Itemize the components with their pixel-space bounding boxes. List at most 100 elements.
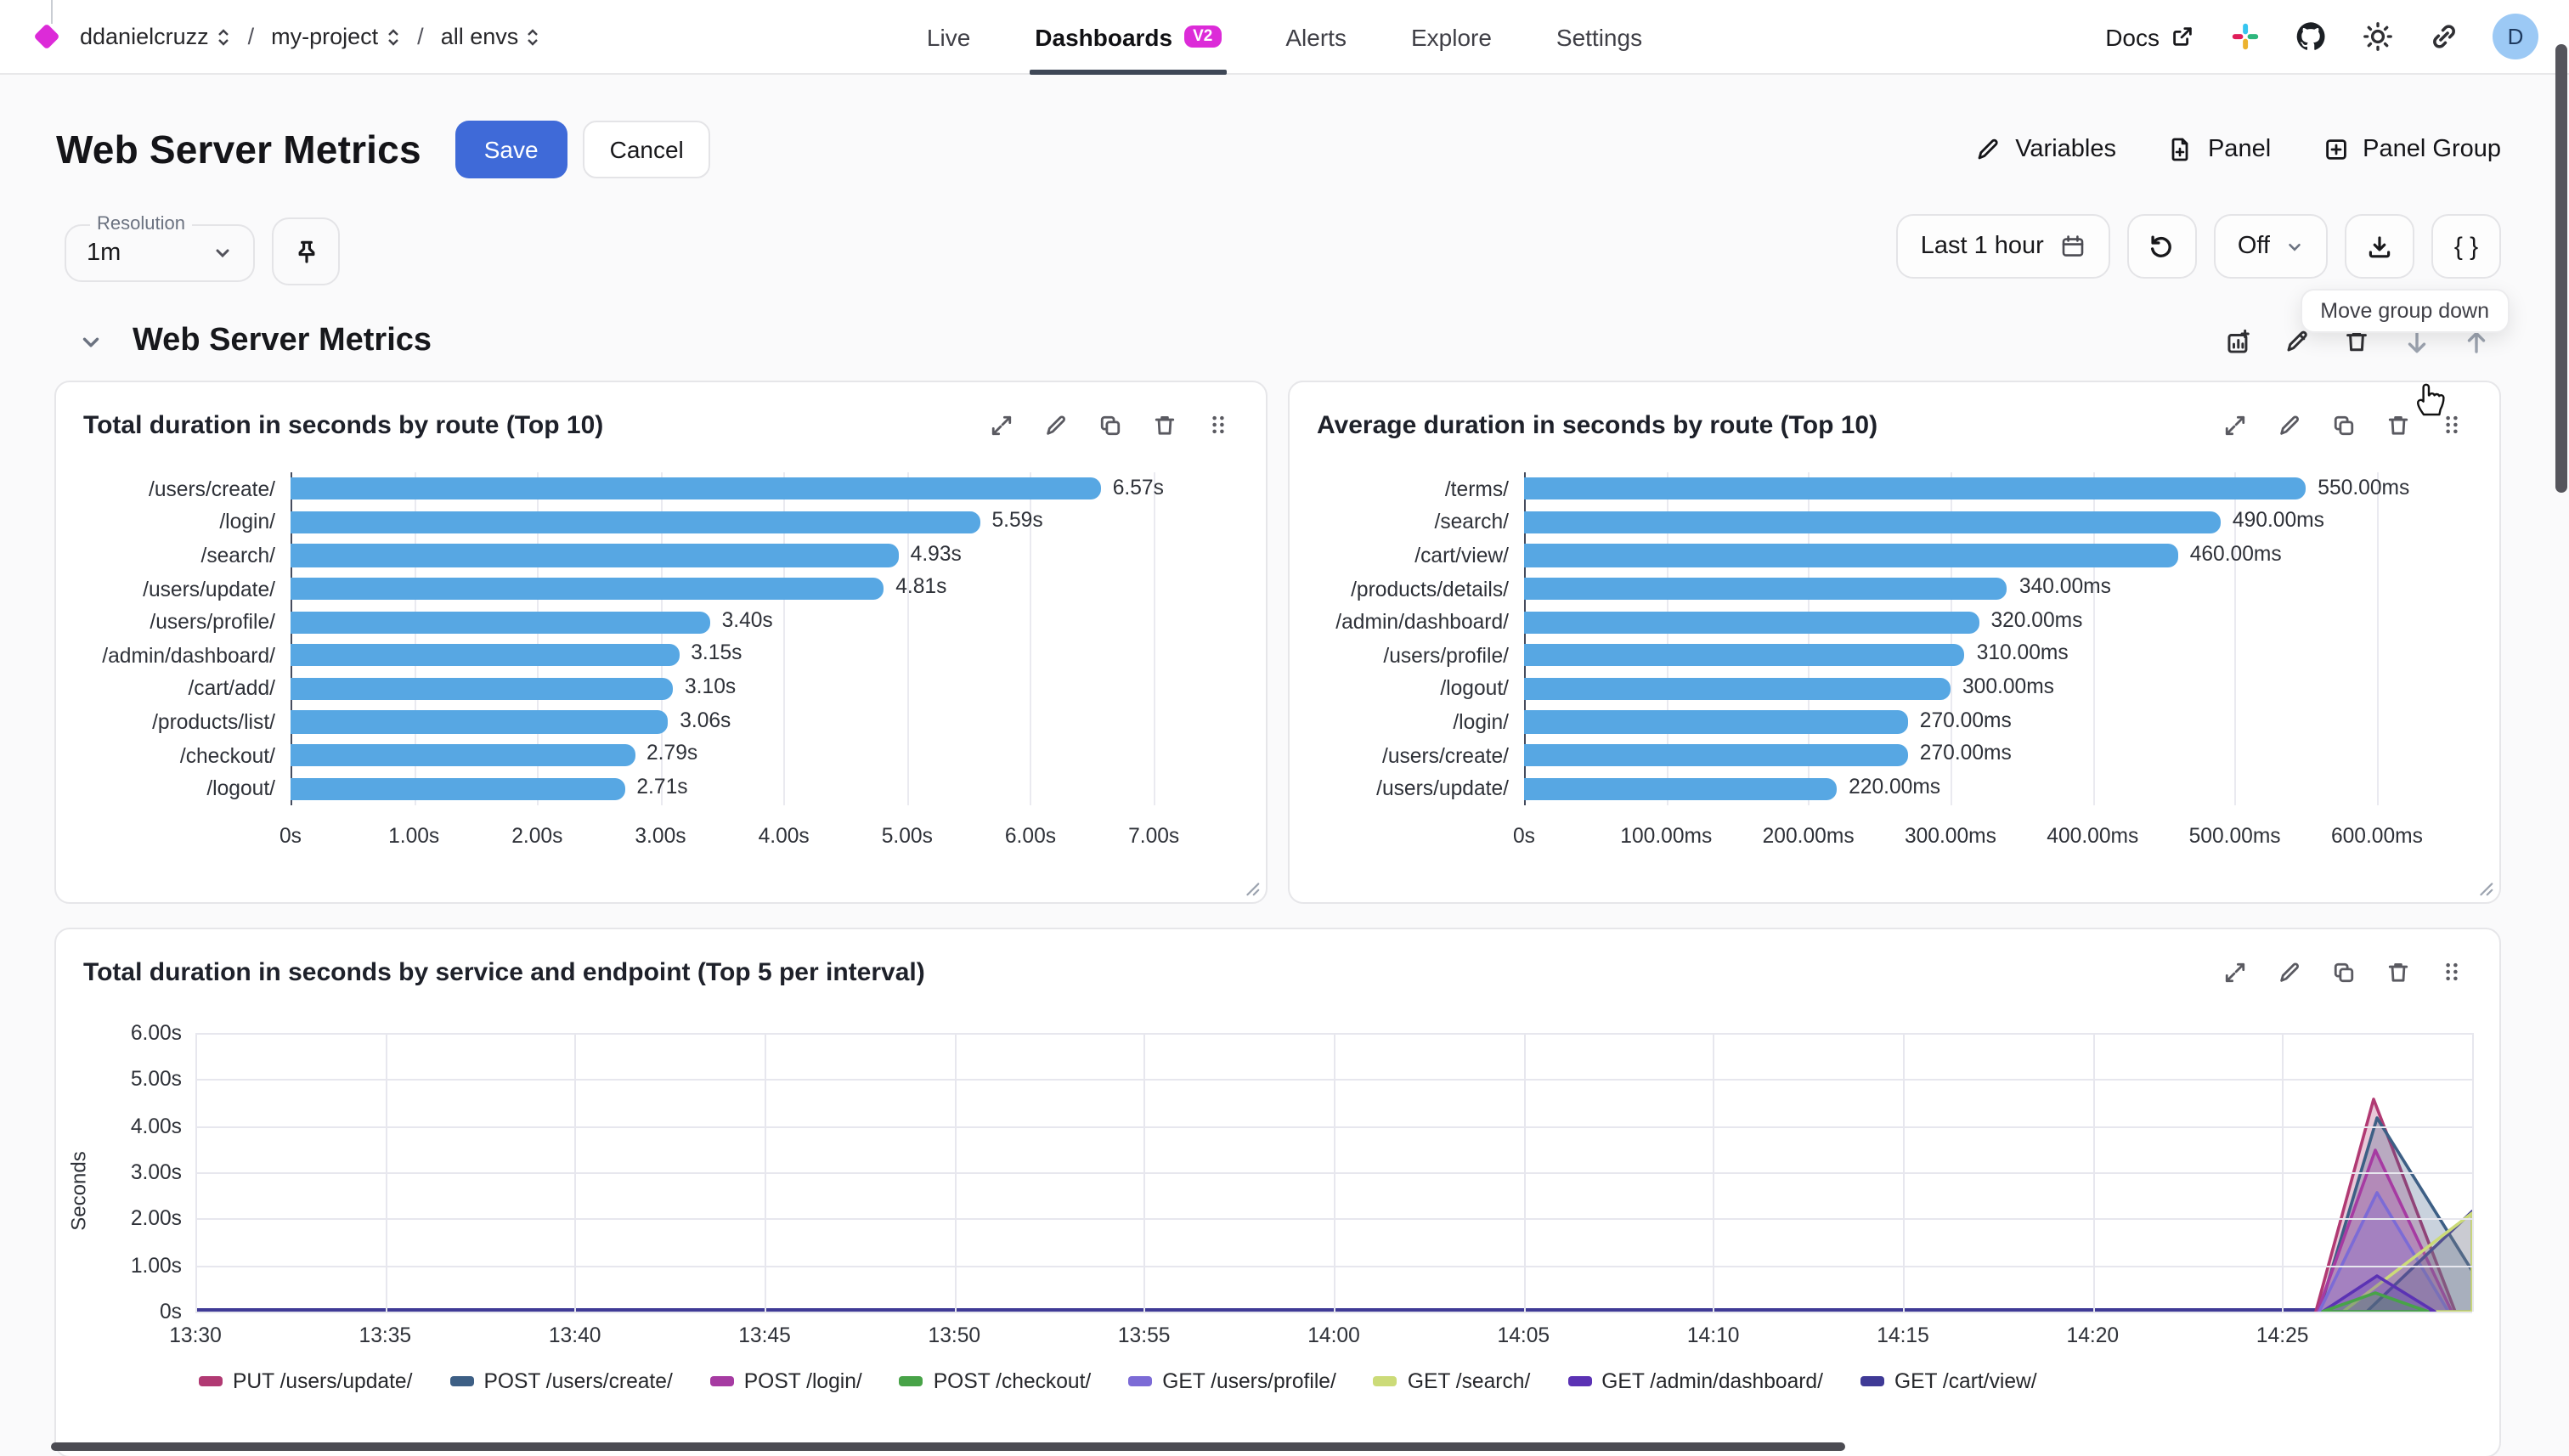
x-axis-tick: 14:00 [1307, 1323, 1360, 1347]
bar[interactable] [1524, 777, 1838, 800]
legend-item[interactable]: GET /search/ [1373, 1369, 1530, 1393]
bar[interactable] [291, 477, 1101, 500]
gridline [2376, 472, 2379, 805]
drag-handle-icon[interactable] [2431, 404, 2472, 445]
bar[interactable] [291, 743, 635, 767]
edit-panel-icon[interactable] [2268, 951, 2309, 992]
add-chart-icon[interactable] [2216, 319, 2260, 364]
bar[interactable] [291, 511, 980, 533]
bar[interactable] [291, 677, 673, 700]
variables-button[interactable]: Variables [1974, 136, 2116, 163]
cancel-button[interactable]: Cancel [582, 121, 711, 178]
nav-tab-alerts[interactable]: Alerts [1285, 23, 1347, 50]
resize-handle[interactable] [2476, 878, 2494, 897]
gridline [414, 472, 416, 805]
y-axis-tick: 0s [160, 1300, 182, 1323]
category-label: /users/update/ [143, 577, 275, 601]
bar[interactable] [291, 710, 669, 734]
add-panel-button[interactable]: Panel [2167, 136, 2271, 163]
breadcrumb-org-selector[interactable]: ddanielcruzz [80, 24, 231, 49]
bar-track: 3.06s [291, 705, 1222, 738]
edit-group-icon[interactable] [2275, 319, 2319, 364]
nav-tab-dashboards[interactable]: Dashboards V2 [1030, 0, 1226, 74]
json-code-button[interactable]: { } [2431, 214, 2501, 279]
drag-handle-icon[interactable] [1198, 404, 1239, 445]
pin-button[interactable] [272, 217, 340, 285]
bar[interactable] [291, 577, 884, 601]
caret-sort-icon [217, 28, 229, 45]
category-label: /logout/ [206, 776, 275, 801]
bar[interactable] [1524, 544, 2178, 567]
add-panel-group-button[interactable]: Panel Group [2322, 136, 2501, 163]
bar[interactable] [1524, 677, 1951, 700]
legend-item[interactable]: GET /cart/view/ [1860, 1369, 2037, 1393]
legend-item[interactable]: PUT /users/update/ [199, 1369, 412, 1393]
expand-panel-icon[interactable] [2214, 404, 2255, 445]
bar[interactable] [1524, 477, 2306, 500]
refresh-button[interactable] [2126, 214, 2197, 279]
slack-icon[interactable] [2227, 20, 2261, 54]
bar[interactable] [1524, 511, 2221, 533]
collapse-chevron-icon[interactable] [78, 329, 104, 354]
move-group-down-icon[interactable] [2394, 319, 2438, 364]
delete-panel-icon[interactable] [2377, 951, 2418, 992]
drag-handle-icon[interactable] [2431, 951, 2472, 992]
theme-toggle-sun-icon[interactable] [2360, 20, 2394, 54]
legend-item[interactable]: POST /login/ [709, 1369, 862, 1393]
y-axis-tick: 2.00s [130, 1206, 182, 1231]
expand-panel-icon[interactable] [2214, 951, 2255, 992]
plot-area[interactable] [195, 1033, 2474, 1313]
legend-item[interactable]: POST /users/create/ [449, 1369, 673, 1393]
horizontal-scrollbar-thumb[interactable] [51, 1442, 1845, 1451]
y-axis-tick: 6.00s [130, 1021, 182, 1045]
bar[interactable] [1524, 743, 1908, 767]
bar[interactable] [1524, 611, 1979, 634]
calendar-icon [2062, 235, 2084, 257]
delete-panel-icon[interactable] [2377, 404, 2418, 445]
bar[interactable] [291, 544, 899, 567]
nav-tab-explore[interactable]: Explore [1410, 23, 1492, 50]
github-icon[interactable] [2294, 20, 2328, 54]
panel-group-actions [2216, 319, 2501, 364]
legend-swatch [1128, 1376, 1153, 1386]
bar[interactable] [1524, 710, 1908, 734]
legend-item[interactable]: GET /users/profile/ [1128, 1369, 1336, 1393]
legend-item[interactable]: POST /checkout/ [899, 1369, 1091, 1393]
bar-row: /login/5.59s [83, 505, 1239, 539]
x-axis-tick: 13:45 [738, 1323, 791, 1347]
bar[interactable] [291, 777, 625, 800]
copy-link-icon[interactable] [2426, 20, 2460, 54]
nav-tab-live[interactable]: Live [926, 23, 971, 50]
breadcrumb-env-selector[interactable]: all envs [441, 24, 541, 49]
resolution-select[interactable]: Resolution 1m [65, 214, 255, 282]
bar-value-label: 5.59s [991, 508, 1043, 533]
download-button[interactable] [2345, 214, 2414, 279]
main-nav: Live Dashboards V2 Alerts Explore Settin… [0, 0, 2569, 74]
expand-panel-icon[interactable] [980, 404, 1021, 445]
x-axis-tick: 0s [279, 823, 302, 848]
bar-track: 270.00ms [1524, 739, 2455, 772]
docs-link[interactable]: Docs [2105, 23, 2195, 50]
avatar[interactable]: D [2493, 14, 2538, 59]
duplicate-panel-icon[interactable] [2323, 404, 2363, 445]
bar[interactable] [291, 644, 680, 667]
bar[interactable] [1524, 644, 1965, 667]
legend-item[interactable]: GET /admin/dashboard/ [1567, 1369, 1823, 1393]
duplicate-panel-icon[interactable] [2323, 951, 2363, 992]
edit-panel-icon[interactable] [2268, 404, 2309, 445]
bar-row: /users/create/6.57s [83, 472, 1239, 505]
bar[interactable] [291, 611, 710, 634]
duplicate-panel-icon[interactable] [1089, 404, 1130, 445]
save-button[interactable]: Save [455, 121, 567, 178]
refresh-interval-select[interactable]: Off [2213, 214, 2328, 279]
resize-handle[interactable] [1242, 878, 1261, 897]
edit-panel-icon[interactable] [1035, 404, 1076, 445]
bar-value-label: 3.06s [680, 708, 731, 732]
delete-panel-icon[interactable] [1143, 404, 1184, 445]
bar[interactable] [1524, 577, 2007, 601]
time-range-button[interactable]: Last 1 hour [1896, 214, 2110, 279]
breadcrumb-project-selector[interactable]: my-project [271, 24, 400, 49]
nav-tab-settings[interactable]: Settings [1556, 23, 1643, 50]
vertical-scrollbar-thumb[interactable] [2555, 44, 2567, 493]
x-axis-tick: 13:50 [928, 1323, 981, 1347]
